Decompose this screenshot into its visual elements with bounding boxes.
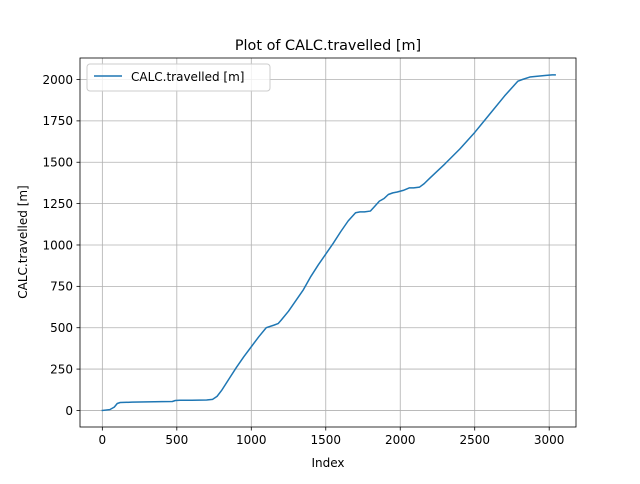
y-tick-label: 1250 — [42, 197, 73, 211]
y-tick-label: 1000 — [42, 238, 73, 252]
x-tick-label: 3000 — [534, 433, 565, 447]
y-tick-label: 2000 — [42, 73, 73, 87]
y-tick-label: 1750 — [42, 114, 73, 128]
grid-lines — [80, 58, 576, 427]
x-axis-label: Index — [311, 456, 344, 470]
x-tick-label: 500 — [165, 433, 188, 447]
legend: CALC.travelled [m] — [86, 63, 271, 92]
series-layer — [101, 74, 556, 412]
legend-frame — [86, 63, 271, 92]
x-axis-ticks: 0 500 1000 1500 2000 2500 3000 — [99, 427, 565, 447]
y-tick-label: 1500 — [42, 156, 73, 170]
y-tick-label: 250 — [50, 362, 73, 376]
series-line-calc-travelled — [101, 74, 556, 412]
y-axis-label: CALC.travelled [m] — [16, 185, 30, 298]
legend-entry-label: CALC.travelled [m] — [131, 70, 244, 84]
y-tick-label: 500 — [50, 321, 73, 335]
x-tick-label: 1000 — [236, 433, 267, 447]
plot-area-frame — [79, 57, 577, 428]
x-tick-label: 0 — [99, 433, 107, 447]
y-axis-ticks: 0 250 500 750 1000 1250 1500 1750 2000 — [42, 73, 80, 418]
chart-title: Plot of CALC.travelled [m] — [235, 38, 421, 54]
x-tick-label: 2500 — [459, 433, 490, 447]
x-tick-label: 2000 — [385, 433, 416, 447]
y-tick-label: 750 — [50, 280, 73, 294]
x-tick-label: 1500 — [310, 433, 341, 447]
y-tick-label: 0 — [65, 404, 73, 418]
